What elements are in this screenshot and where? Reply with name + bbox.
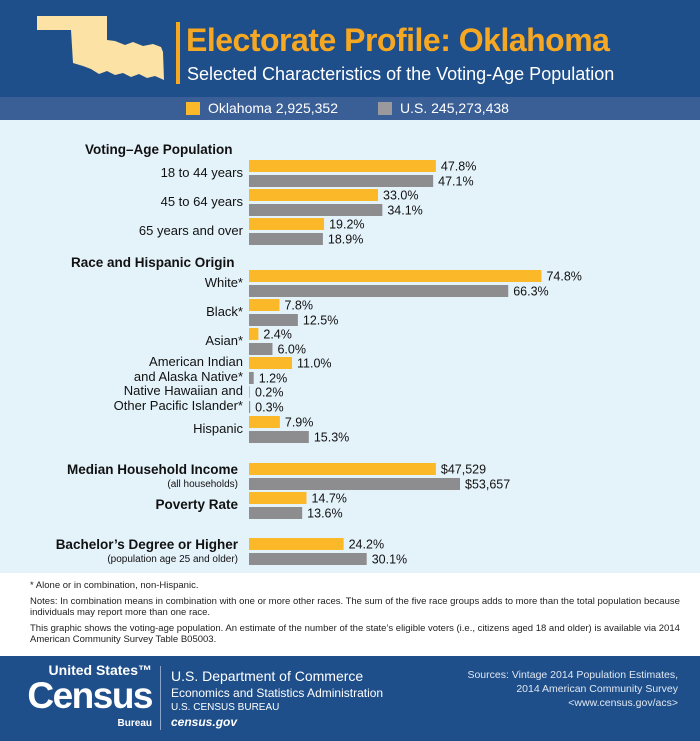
category-label: and Alaska Native*: [134, 369, 243, 384]
section-heading: Median Household Income: [67, 462, 239, 477]
section-subheading: (population age 25 and older): [107, 554, 238, 565]
category-label: White*: [205, 275, 243, 290]
sources-link[interactable]: <www.census.gov/acs>: [568, 697, 678, 709]
legend-label-us: U.S. 245,273,438: [400, 100, 509, 116]
title-accent-rule: [176, 22, 180, 84]
bar-oklahoma: [249, 357, 293, 369]
value-label-oklahoma: 2.4%: [263, 328, 292, 342]
bar-oklahoma: [249, 538, 344, 550]
bar-us: [249, 478, 460, 490]
page-subtitle: Selected Characteristics of the Voting-A…: [187, 64, 615, 84]
bar-oklahoma: [249, 160, 436, 172]
value-label-us: 12.5%: [303, 314, 338, 328]
legend-swatch-us: [378, 102, 392, 115]
legend-label-oklahoma: Oklahoma 2,925,352: [208, 100, 338, 116]
logo-united-states: United States™: [48, 662, 152, 678]
page-title: Electorate Profile: Oklahoma: [186, 22, 610, 58]
value-label-oklahoma: 24.2%: [349, 538, 384, 552]
bar-oklahoma: [249, 416, 280, 428]
value-label-oklahoma: $47,529: [441, 463, 486, 477]
note-eligible-voters: This graphic shows the voting-age popula…: [30, 622, 680, 646]
bureau-name: U.S. CENSUS BUREAU: [171, 702, 280, 713]
category-label: 45 to 64 years: [161, 194, 244, 209]
bar-us: [249, 233, 323, 245]
value-label-us: 30.1%: [372, 553, 407, 567]
bar-us: [249, 507, 303, 519]
header-banner: Electorate Profile: Oklahoma Selected Ch…: [0, 0, 700, 97]
value-label-oklahoma: 14.7%: [311, 492, 346, 506]
value-label-oklahoma: 74.8%: [546, 270, 581, 284]
logo-census: Census: [27, 675, 153, 716]
bar-oklahoma: [249, 270, 542, 282]
value-label-oklahoma: 19.2%: [329, 218, 364, 232]
bar-oklahoma: [249, 189, 379, 201]
footer: United States™ Census Bureau U.S. Depart…: [0, 656, 700, 741]
bar-us: [249, 553, 367, 565]
value-label-oklahoma: 7.9%: [285, 416, 314, 430]
note-combination: Notes: In combination means in combinati…: [30, 595, 680, 619]
category-label: 18 to 44 years: [161, 165, 244, 180]
bar-us: [249, 204, 383, 216]
sources-line: Sources: Vintage 2014 Population Estimat…: [467, 669, 678, 681]
sources: Sources: Vintage 2014 Population Estimat…: [418, 668, 678, 710]
department-name: U.S. Department of Commerce: [171, 668, 364, 684]
value-label-us: 13.6%: [307, 507, 342, 521]
legend-swatch-oklahoma: [186, 102, 200, 115]
category-label: Black*: [206, 304, 243, 319]
value-label-oklahoma: 0.2%: [255, 386, 284, 400]
bar-oklahoma: [249, 218, 325, 230]
value-label-us: 15.3%: [314, 431, 349, 445]
section-heading: Poverty Rate: [155, 497, 238, 512]
section-subheading: (all households): [167, 479, 238, 490]
esa-name: Economics and Statistics Administration: [171, 686, 384, 700]
bar-chart: Voting–Age Population 18 to 44 years 47.8%…: [56, 142, 582, 567]
footnote: * Alone or in combination, non-Hispanic.: [30, 580, 199, 591]
bar-oklahoma: [249, 386, 250, 398]
bar-oklahoma: [249, 299, 280, 311]
bar-us: [249, 372, 254, 384]
sources-line: 2014 American Community Survey: [516, 683, 678, 695]
census-url-link[interactable]: census.gov: [171, 715, 238, 729]
value-label-us: $53,657: [465, 478, 510, 492]
bar-us: [249, 431, 309, 443]
bar-us: [249, 175, 434, 187]
category-label: American Indian: [149, 354, 243, 369]
value-label-us: 1.2%: [259, 372, 288, 386]
legend: Oklahoma 2,925,352 U.S. 245,273,438: [0, 97, 700, 120]
value-label-oklahoma: 7.8%: [284, 299, 313, 313]
logo-bureau: Bureau: [117, 718, 152, 729]
category-label: Hispanic: [193, 421, 243, 436]
bar-oklahoma: [249, 463, 436, 475]
value-label-oklahoma: 11.0%: [297, 357, 332, 371]
section-heading: Bachelor’s Degree or Higher: [56, 537, 239, 552]
value-label-oklahoma: 33.0%: [383, 189, 418, 203]
bar-us: [249, 343, 273, 355]
bar-oklahoma: [249, 492, 307, 504]
bar-us: [249, 285, 509, 297]
footer-divider: [160, 666, 161, 730]
section-heading: Voting–Age Population: [85, 142, 233, 157]
value-label-us: 66.3%: [513, 285, 548, 299]
section-heading: Race and Hispanic Origin: [71, 255, 235, 270]
value-label-us: 47.1%: [438, 175, 473, 189]
category-label: Asian*: [205, 333, 243, 348]
category-label: 65 years and over: [139, 223, 244, 238]
category-label: Other Pacific Islander*: [114, 398, 243, 413]
value-label-us: 34.1%: [387, 204, 422, 218]
bar-us: [249, 314, 298, 326]
oklahoma-map-icon: [37, 16, 164, 80]
bar-oklahoma: [249, 328, 259, 340]
census-bureau-logo: United States™ Census Bureau: [22, 662, 153, 736]
value-label-us: 0.3%: [255, 401, 284, 415]
value-label-oklahoma: 47.8%: [441, 160, 476, 174]
value-label-us: 18.9%: [328, 233, 363, 247]
category-label: Native Hawaiian and: [124, 383, 243, 398]
notes: * Alone or in combination, non-Hispanic.…: [30, 580, 680, 650]
bar-us: [249, 401, 251, 413]
value-label-us: 6.0%: [277, 343, 306, 357]
